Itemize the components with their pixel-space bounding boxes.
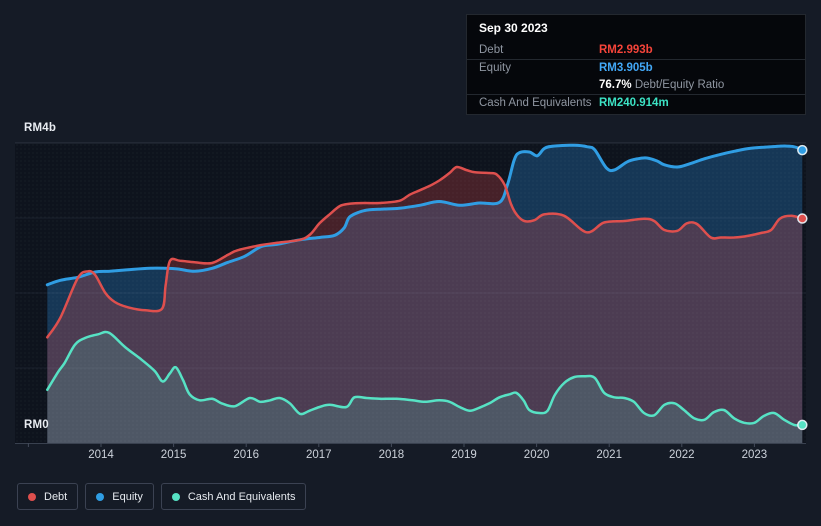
tooltip-row-cash: Cash And Equivalents RM240.914m <box>467 94 805 114</box>
tooltip-row-debt: Debt RM2.993b <box>467 42 805 59</box>
tooltip-debt-label: Debt <box>479 44 504 56</box>
tooltip-cash-label: Cash And Equivalents <box>479 97 592 109</box>
tooltip-equity-label: Equity <box>479 62 511 74</box>
x-tick-label: 2022 <box>669 449 695 461</box>
legend-item-cash[interactable]: Cash And Equivalents <box>160 483 307 510</box>
x-axis-labels: 2014 2015 2016 2017 2018 2019 2020 2021 2022 2023 <box>0 449 821 465</box>
legend: Debt Equity Cash And Equivalents <box>17 483 307 510</box>
equity-series-dot <box>96 492 105 501</box>
tooltip-date: Sep 30 2023 <box>479 21 548 35</box>
x-tick-label: 2020 <box>523 449 550 461</box>
tooltip-equity-value: RM3.905b <box>599 62 653 74</box>
tooltip-cash-value: RM240.914m <box>599 97 669 109</box>
x-tick-label: 2019 <box>451 449 477 461</box>
legend-item-label: Cash And Equivalents <box>187 490 296 503</box>
tooltip-debt-value: RM2.993b <box>599 44 653 56</box>
x-tick-label: 2014 <box>88 449 114 461</box>
x-tick-label: 2021 <box>596 449 622 461</box>
legend-item-debt[interactable]: Debt <box>17 483 79 510</box>
debt-line[interactable] <box>46 165 804 339</box>
y-axis-label-max: RM4b <box>24 122 57 134</box>
cash-area <box>47 331 803 443</box>
tooltip-ratio-label: Debt/Equity Ratio <box>634 79 725 91</box>
legend-item-label: Debt <box>44 490 68 503</box>
cash-endpoint-marker <box>797 419 808 431</box>
x-tick-label: 2023 <box>741 449 768 461</box>
y-axis-label-min: RM0 <box>24 419 49 431</box>
debt-area <box>47 166 803 444</box>
cash-line[interactable] <box>46 330 804 427</box>
tooltip-row-equity: Equity RM3.905b <box>467 59 805 77</box>
equity-line[interactable] <box>45 143 804 287</box>
tooltip: Sep 30 2023 Debt RM2.993b Equity RM3.905… <box>466 14 806 115</box>
debt-series-dot <box>28 492 36 501</box>
x-tick-label: 2015 <box>160 449 187 461</box>
legend-item-label: Equity <box>112 490 143 503</box>
cash-series-dot <box>171 492 180 501</box>
tooltip-ratio-number: 76.7% <box>599 79 632 91</box>
equity-endpoint-marker <box>797 144 808 156</box>
equity-area <box>47 145 803 443</box>
x-tick-label: 2018 <box>378 449 405 461</box>
tooltip-row-ratio: 76.7% Debt/Equity Ratio <box>467 77 805 94</box>
x-tick-label: 2017 <box>306 449 332 461</box>
legend-item-equity[interactable]: Equity <box>85 483 154 510</box>
tooltip-ratio-value: 76.7% Debt/Equity Ratio <box>599 79 724 91</box>
x-tick-label: 2016 <box>233 449 259 461</box>
debt-endpoint-marker <box>797 213 808 224</box>
